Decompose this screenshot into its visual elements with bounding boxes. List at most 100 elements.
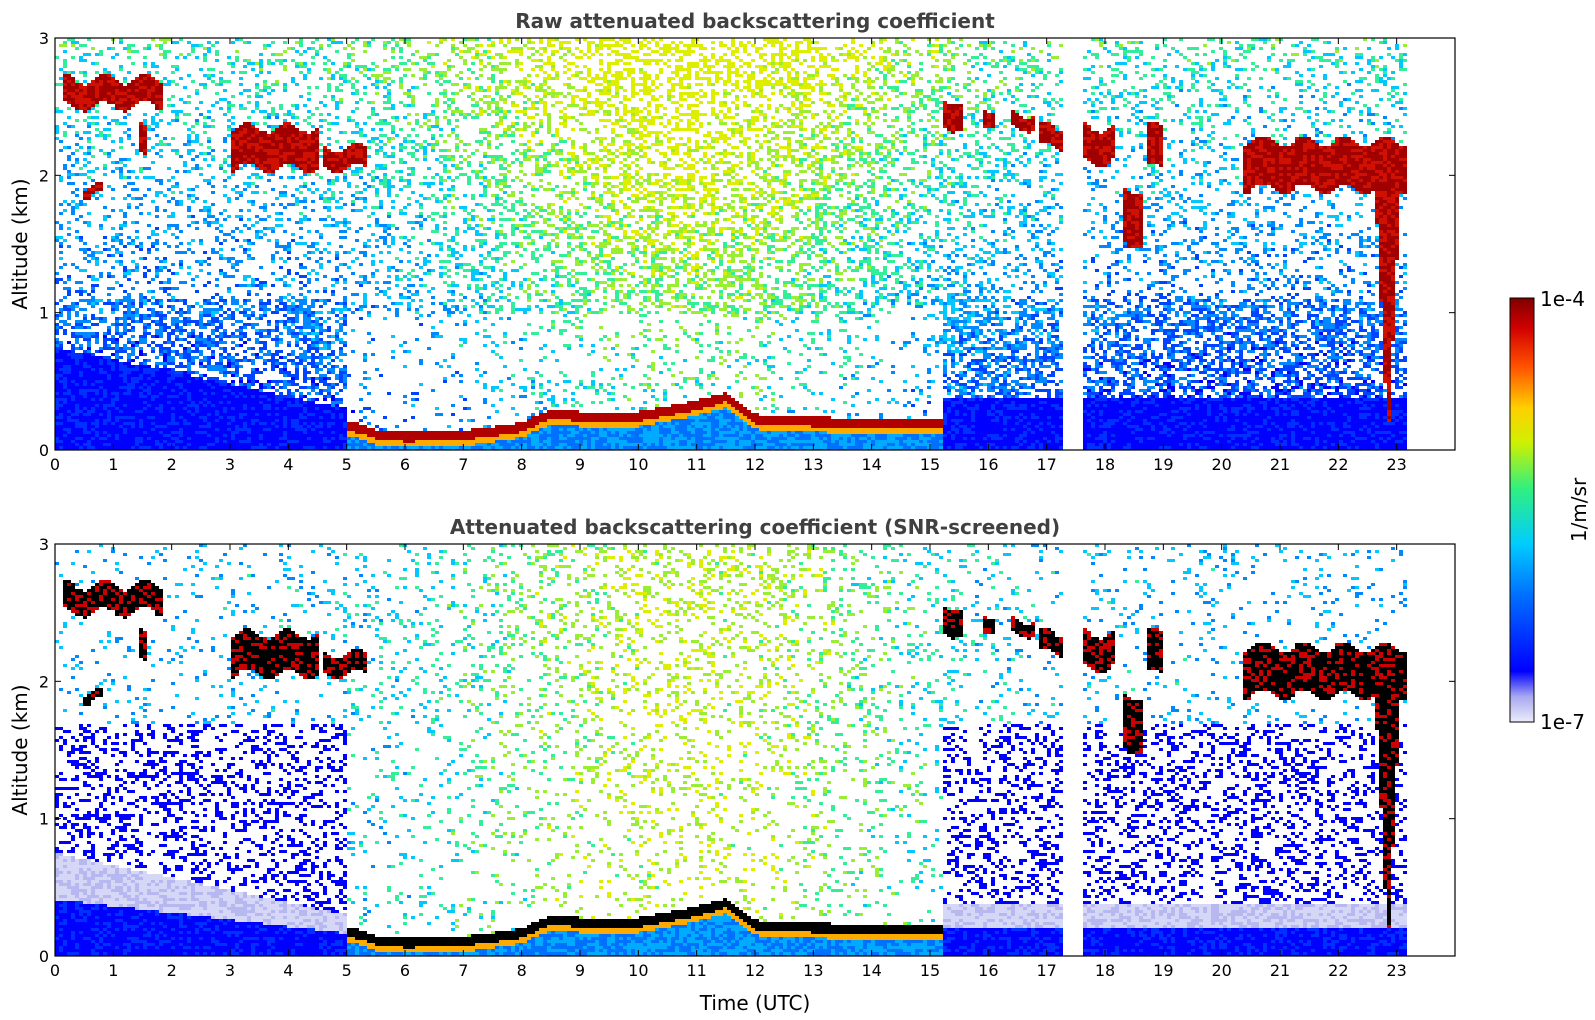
heatmap-cell	[115, 422, 119, 425]
heatmap-cell	[191, 284, 195, 287]
heatmap-cell	[283, 281, 287, 284]
heatmap-cell	[187, 53, 191, 56]
heatmap-cell	[219, 326, 223, 329]
heatmap-cell	[179, 398, 183, 401]
heatmap-cell	[67, 434, 71, 437]
heatmap-cell	[343, 305, 347, 308]
heatmap-cell	[271, 407, 275, 410]
heatmap-cell	[87, 389, 91, 392]
heatmap-cell	[231, 383, 235, 386]
heatmap-cell	[307, 401, 311, 404]
heatmap-cell	[139, 305, 143, 308]
heatmap-cell	[215, 425, 219, 428]
heatmap-cell	[87, 347, 91, 350]
heatmap-cell	[151, 161, 155, 164]
heatmap-cell	[183, 437, 187, 440]
heatmap-cell	[259, 392, 263, 395]
heatmap-cell	[319, 446, 323, 449]
heatmap-cell	[251, 281, 255, 284]
heatmap-cell	[243, 326, 247, 329]
heatmap-cell	[107, 368, 111, 371]
heatmap-cell	[111, 416, 115, 419]
heatmap-cell	[83, 398, 87, 401]
heatmap-cell	[71, 413, 75, 416]
heatmap-cell	[163, 230, 167, 233]
heatmap-cell	[115, 398, 119, 401]
heatmap-cell	[211, 338, 215, 341]
heatmap-cell	[291, 392, 295, 395]
heatmap-cell	[243, 161, 247, 164]
heatmap-cell	[335, 374, 339, 377]
heatmap-cell	[323, 347, 327, 350]
heatmap-cell	[59, 203, 63, 206]
heatmap-cell	[235, 443, 239, 446]
heatmap-cell	[151, 401, 155, 404]
heatmap-cell	[71, 395, 75, 398]
heatmap-cell	[347, 164, 351, 167]
heatmap-cell	[255, 284, 259, 287]
heatmap-cell	[259, 401, 263, 404]
heatmap-cell	[147, 251, 151, 254]
heatmap-cell	[143, 113, 147, 116]
heatmap-cell	[91, 434, 95, 437]
heatmap-cell	[123, 422, 127, 425]
heatmap-cell	[163, 410, 167, 413]
heatmap-cell	[351, 47, 355, 50]
heatmap-cell	[271, 272, 275, 275]
heatmap-cell	[267, 434, 271, 437]
heatmap-cell	[155, 215, 159, 218]
heatmap-cell	[307, 320, 311, 323]
heatmap-cell	[107, 338, 111, 341]
heatmap-cell	[107, 98, 111, 101]
heatmap-cell	[83, 416, 87, 419]
heatmap-cell	[99, 83, 103, 86]
heatmap-cell	[79, 335, 83, 338]
heatmap-cell	[251, 158, 255, 161]
heatmap-cell	[275, 428, 279, 431]
heatmap-cell	[303, 296, 307, 299]
heatmap-cell	[255, 185, 259, 188]
heatmap-cell	[335, 431, 339, 434]
heatmap-cell	[127, 404, 131, 407]
heatmap-cell	[115, 248, 119, 251]
heatmap-cell	[263, 305, 267, 308]
heatmap-cell	[195, 347, 199, 350]
heatmap-cell	[71, 41, 75, 44]
heatmap-cell	[359, 191, 363, 194]
heatmap-cell	[247, 158, 251, 161]
heatmap-cell	[191, 332, 195, 335]
heatmap-cell	[239, 71, 243, 74]
heatmap-cell	[183, 365, 187, 368]
heatmap-cell	[187, 134, 191, 137]
heatmap-cell	[115, 329, 119, 332]
heatmap-cell	[307, 116, 311, 119]
heatmap-cell	[279, 302, 283, 305]
heatmap-cell	[155, 152, 159, 155]
heatmap-cell	[271, 170, 275, 173]
heatmap-cell	[203, 359, 207, 362]
heatmap-cell	[343, 428, 347, 431]
heatmap-cell	[359, 134, 363, 137]
heatmap-cell	[295, 407, 299, 410]
heatmap-cell	[267, 62, 271, 65]
heatmap-cell	[79, 380, 83, 383]
heatmap-cell	[231, 407, 235, 410]
heatmap-cell	[243, 134, 247, 137]
heatmap-cell	[79, 92, 83, 95]
heatmap-cell	[255, 161, 259, 164]
heatmap-cell	[147, 383, 151, 386]
heatmap-cell	[263, 446, 267, 449]
heatmap-cell	[247, 419, 251, 422]
heatmap-cell	[299, 425, 303, 428]
heatmap-cell	[131, 389, 135, 392]
heatmap-cell	[351, 293, 355, 296]
heatmap-cell	[203, 389, 207, 392]
heatmap-cell	[83, 446, 87, 449]
heatmap-cell	[203, 428, 207, 431]
heatmap-cell	[179, 443, 183, 446]
heatmap-cell	[131, 269, 135, 272]
heatmap-cell	[283, 395, 287, 398]
heatmap-cell	[147, 77, 151, 80]
heatmap-cell	[359, 149, 363, 152]
heatmap-cell	[131, 305, 135, 308]
